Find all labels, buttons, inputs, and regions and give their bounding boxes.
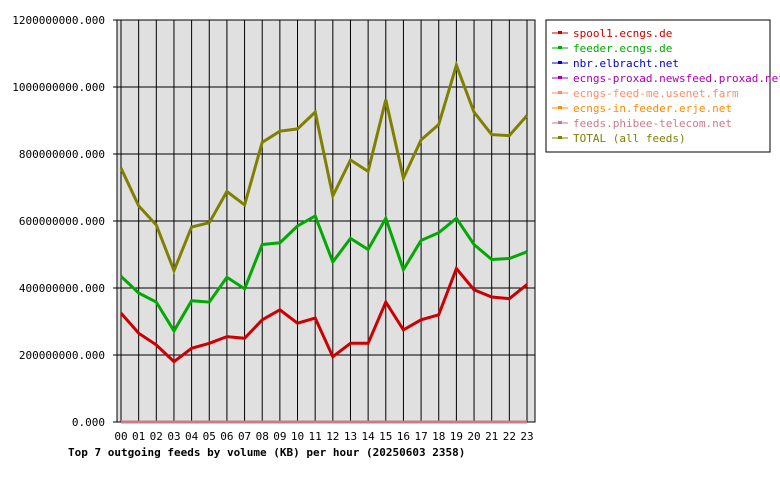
x-tick-label: 03: [167, 430, 180, 443]
legend-entry: feeder.ecngs.de: [552, 42, 672, 55]
legend-label: ecngs-proxad.newsfeed.proxad.net: [573, 72, 780, 85]
legend-box: [545, 19, 771, 153]
x-tick-label: 16: [397, 430, 410, 443]
y-tick-label: 0.000: [72, 416, 105, 429]
x-tick-label: 09: [273, 430, 286, 443]
legend-entry: TOTAL (all feeds): [552, 132, 686, 145]
x-tick-label: 14: [362, 430, 376, 443]
x-tick-label: 15: [379, 430, 392, 443]
y-tick-label: 1200000000.000: [12, 14, 105, 27]
x-tick-label: 21: [485, 430, 498, 443]
legend-entry: ecngs-feed-me.usenet.farm: [552, 87, 739, 100]
legend-marker: [558, 61, 562, 64]
legend-entry: ecngs-proxad.newsfeed.proxad.net: [552, 72, 780, 85]
x-tick-label: 20: [467, 430, 480, 443]
legend-marker: [558, 91, 562, 94]
x-tick-label: 07: [238, 430, 251, 443]
x-tick-label: 22: [503, 430, 516, 443]
series-lines: [119, 60, 529, 424]
x-tick-label: 13: [344, 430, 357, 443]
legend-marker: [558, 136, 562, 139]
x-tick-label: 00: [114, 430, 127, 443]
x-tick-label: 05: [203, 430, 216, 443]
legend-label: nbr.elbracht.net: [573, 57, 679, 70]
legend-label: ecngs-in.feeder.erje.net: [573, 102, 732, 115]
legend-label: spool1.ecngs.de: [573, 27, 672, 40]
series-line-7: [119, 60, 529, 275]
x-tick-label: 08: [256, 430, 269, 443]
x-tick-label: 10: [291, 430, 304, 443]
y-tick-label: 400000000.000: [19, 282, 105, 295]
y-tick-label: 200000000.000: [19, 349, 105, 362]
legend-marker: [558, 31, 562, 34]
series-line-1: [119, 213, 528, 334]
x-tick-label: 04: [185, 430, 199, 443]
legend: spool1.ecngs.de feeder.ecngs.de nbr.elbrac…: [545, 19, 780, 153]
legend-label: feeds.phibee-telecom.net: [573, 117, 732, 130]
legend-label: feeder.ecngs.de: [573, 42, 672, 55]
x-tick-label: 06: [220, 430, 233, 443]
x-tick-label: 19: [450, 430, 463, 443]
series-line-0: [119, 265, 528, 364]
chart-title: Top 7 outgoing feeds by volume (KB) per …: [68, 446, 465, 459]
legend-label: TOTAL (all feeds): [573, 132, 686, 145]
legend-entry: nbr.elbracht.net: [552, 57, 679, 70]
y-axis-ticks: 0.000 200000000.000 400000000.000 600000000…: [12, 14, 117, 429]
legend-marker: [558, 121, 562, 124]
legend-marker: [558, 106, 562, 109]
x-tick-label: 01: [132, 430, 145, 443]
x-axis-ticks: 00 01 02 03 04 05 06 07 08 09 10 11 12 13 14 15 16 17 18 19…: [114, 430, 533, 443]
legend-entry: ecngs-in.feeder.erje.net: [552, 102, 732, 115]
y-tick-label: 800000000.000: [19, 148, 105, 161]
y-tick-label: 600000000.000: [19, 215, 105, 228]
y-tick-label: 1000000000.000: [12, 81, 105, 94]
x-tick-label: 18: [432, 430, 445, 443]
x-tick-label: 12: [326, 430, 339, 443]
x-tick-label: 17: [414, 430, 427, 443]
legend-entry: spool1.ecngs.de: [552, 27, 672, 40]
legend-entry: feeds.phibee-telecom.net: [552, 117, 732, 130]
x-tick-label: 02: [150, 430, 163, 443]
legend-marker: [558, 76, 562, 79]
legend-marker: [558, 46, 562, 49]
x-tick-label: 23: [520, 430, 533, 443]
x-tick-label: 11: [309, 430, 322, 443]
legend-label: ecngs-feed-me.usenet.farm: [573, 87, 739, 100]
